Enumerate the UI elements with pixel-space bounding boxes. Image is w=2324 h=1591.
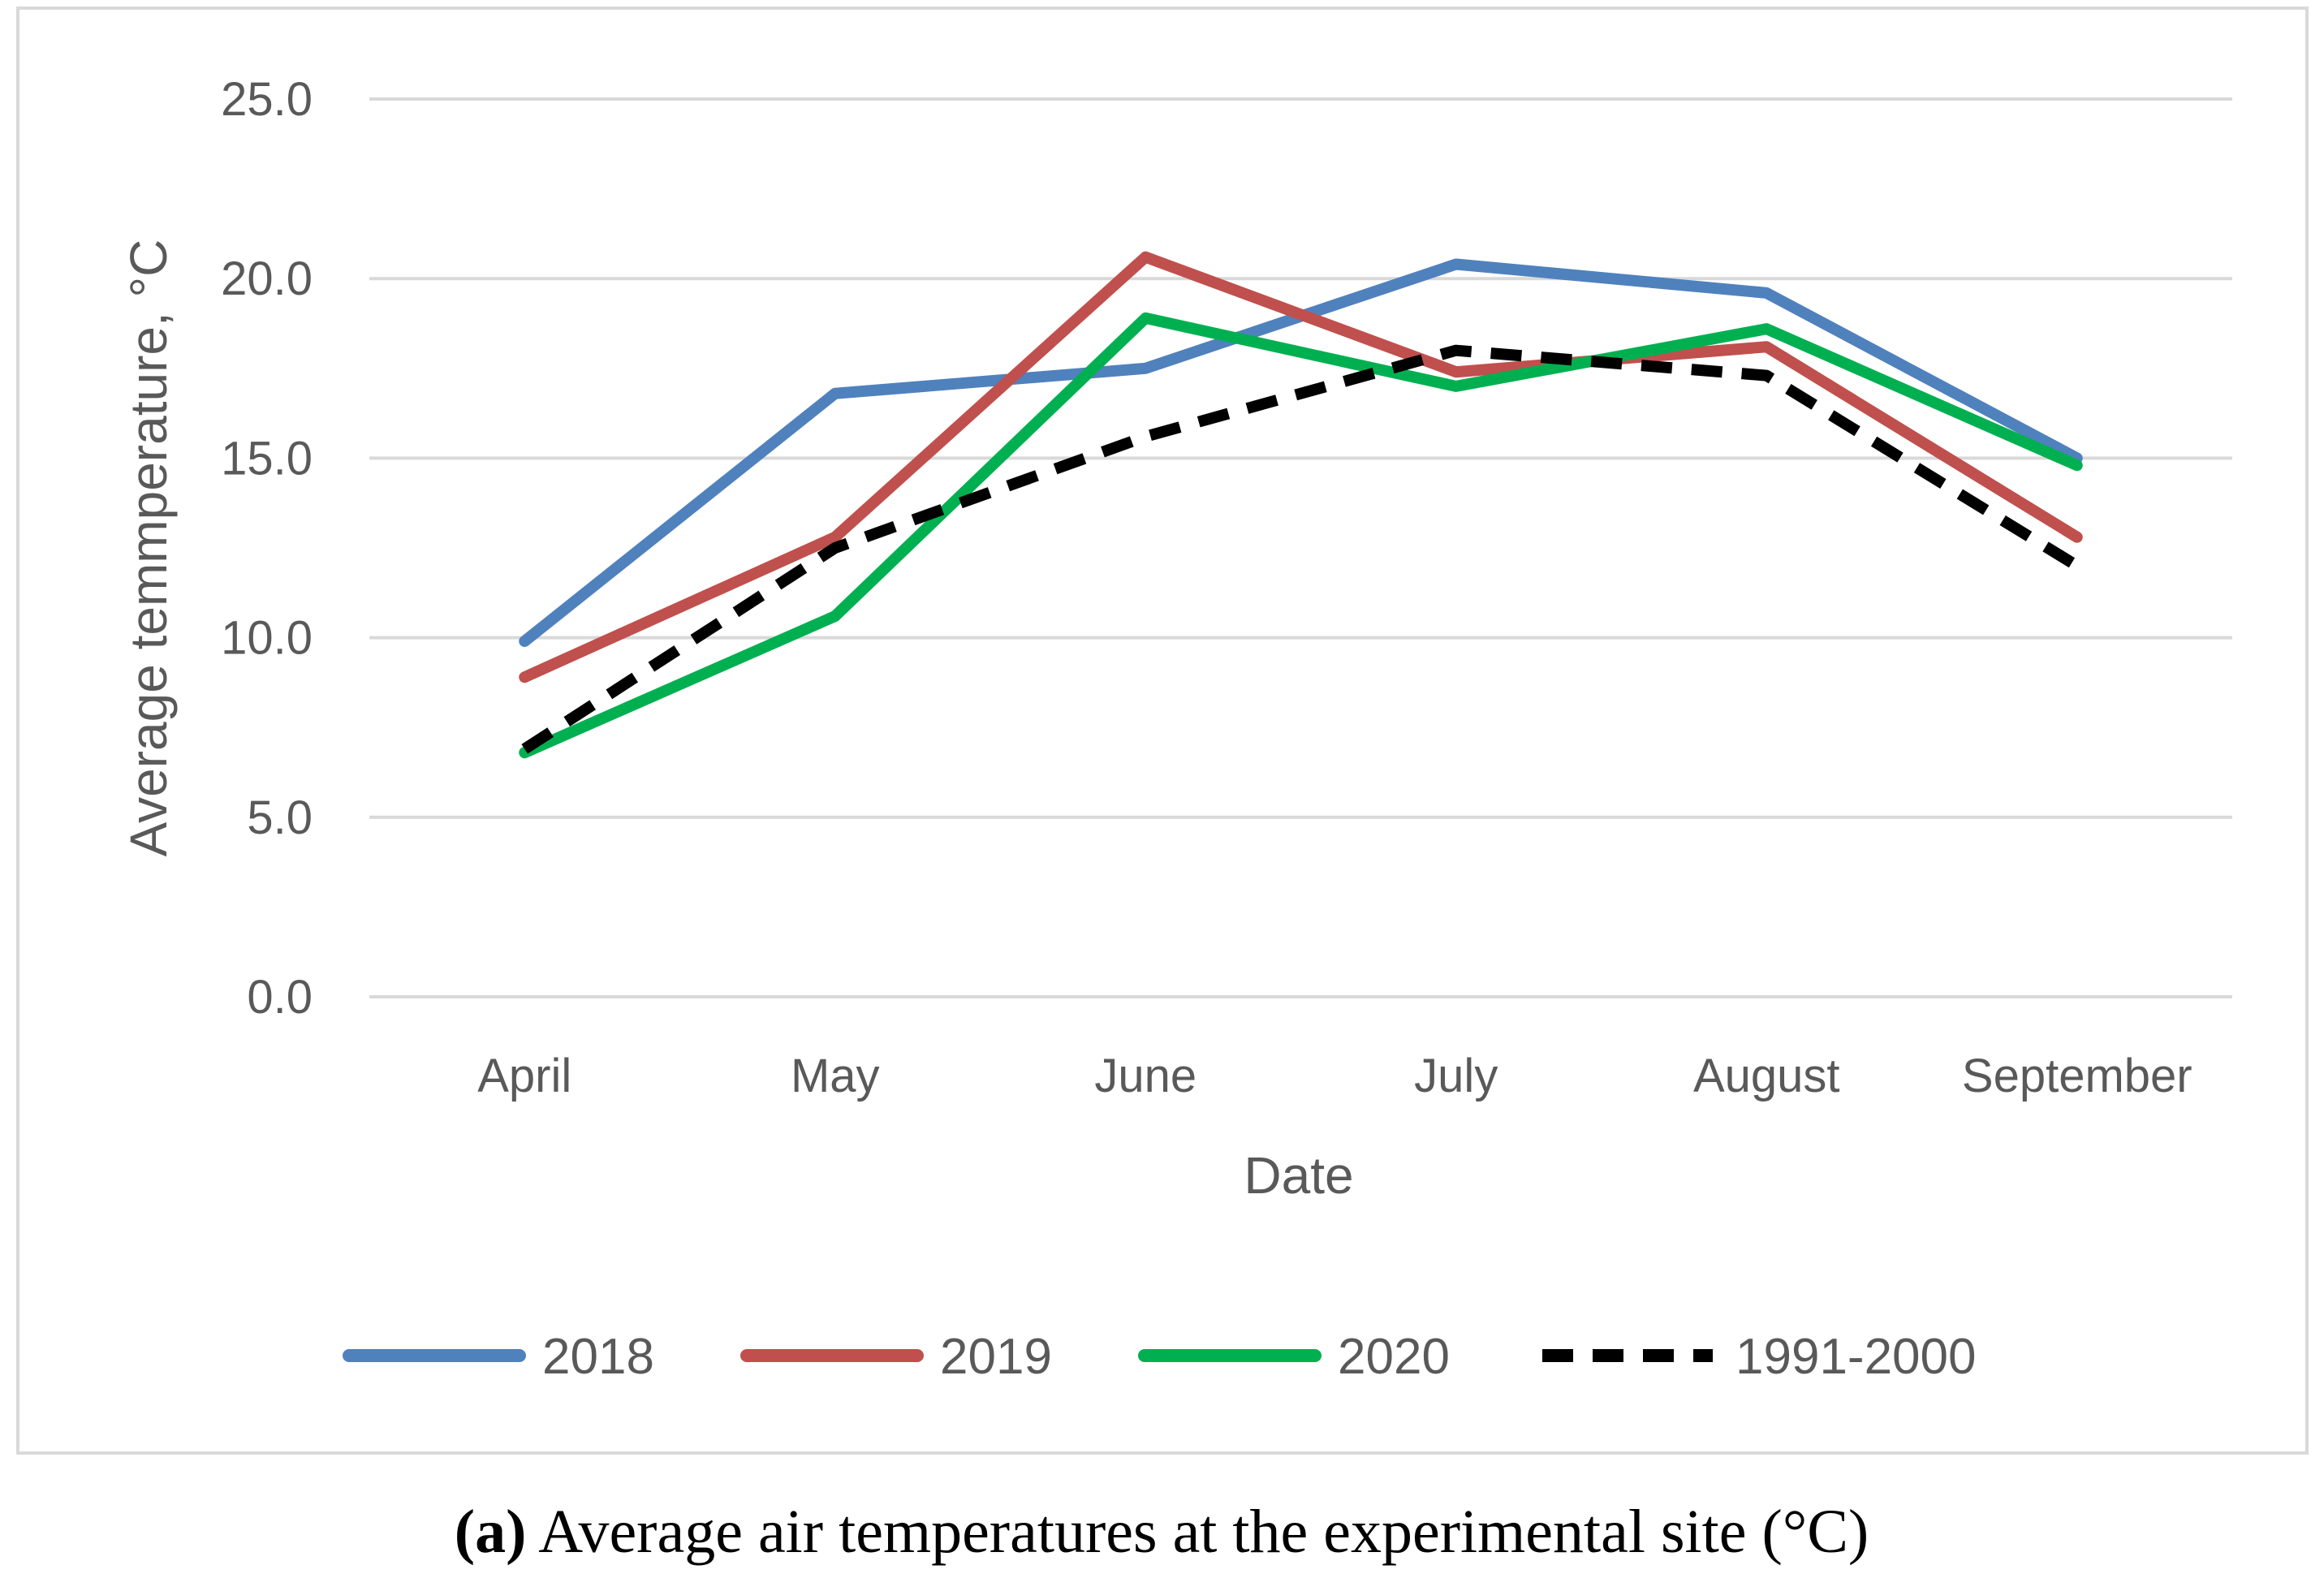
legend-item-2020: 2020 [1138, 1329, 1450, 1385]
x-tick-label: August [1693, 1050, 1840, 1102]
caption-label: a [475, 1498, 506, 1566]
x-tick-label: September [1962, 1050, 2192, 1102]
legend-label: 2020 [1338, 1329, 1450, 1385]
x-tick-label: June [1094, 1050, 1196, 1102]
y-tick-label: 10.0 [221, 612, 313, 665]
legend: 2018 2019 2020 1991-2000 [343, 1329, 1977, 1385]
y-tick-labels: 0.0 5.0 10.0 15.0 20.0 25.0 [221, 73, 313, 1024]
legend-label: 1991-2000 [1735, 1329, 1977, 1385]
x-tick-label: July [1414, 1050, 1498, 1102]
series-lines [519, 251, 2083, 759]
legend-item-2019: 2019 [740, 1329, 1052, 1385]
y-tick-label: 20.0 [221, 252, 313, 305]
y-tick-label: 5.0 [247, 791, 313, 844]
figure-caption: (a) Average air temperatures at the expe… [455, 1498, 1869, 1566]
series-line-1991-2000 [521, 344, 2080, 754]
legend-item-1991-2000: 1991-2000 [1542, 1329, 1977, 1385]
y-axis-title: Average temmperature, °C [119, 239, 178, 857]
y-tick-label: 15.0 [221, 432, 313, 485]
chart-frame [16, 6, 2309, 1455]
caption-text: Average air temperatures at the experime… [538, 1498, 1869, 1566]
x-tick-label: May [791, 1050, 880, 1102]
x-tick-labels: April May June July August September [477, 1050, 2192, 1102]
series-line-2020 [519, 312, 2083, 759]
legend-label: 2018 [542, 1329, 654, 1385]
legend-label: 2019 [940, 1329, 1052, 1385]
grid-lines [369, 97, 2232, 998]
y-tick-label: 25.0 [221, 73, 313, 126]
x-tick-label: April [477, 1050, 571, 1102]
y-tick-label: 0.0 [247, 971, 313, 1024]
series-line-2019 [519, 251, 2083, 683]
legend-item-2018: 2018 [343, 1329, 654, 1385]
x-axis-title: Date [1244, 1146, 1353, 1205]
